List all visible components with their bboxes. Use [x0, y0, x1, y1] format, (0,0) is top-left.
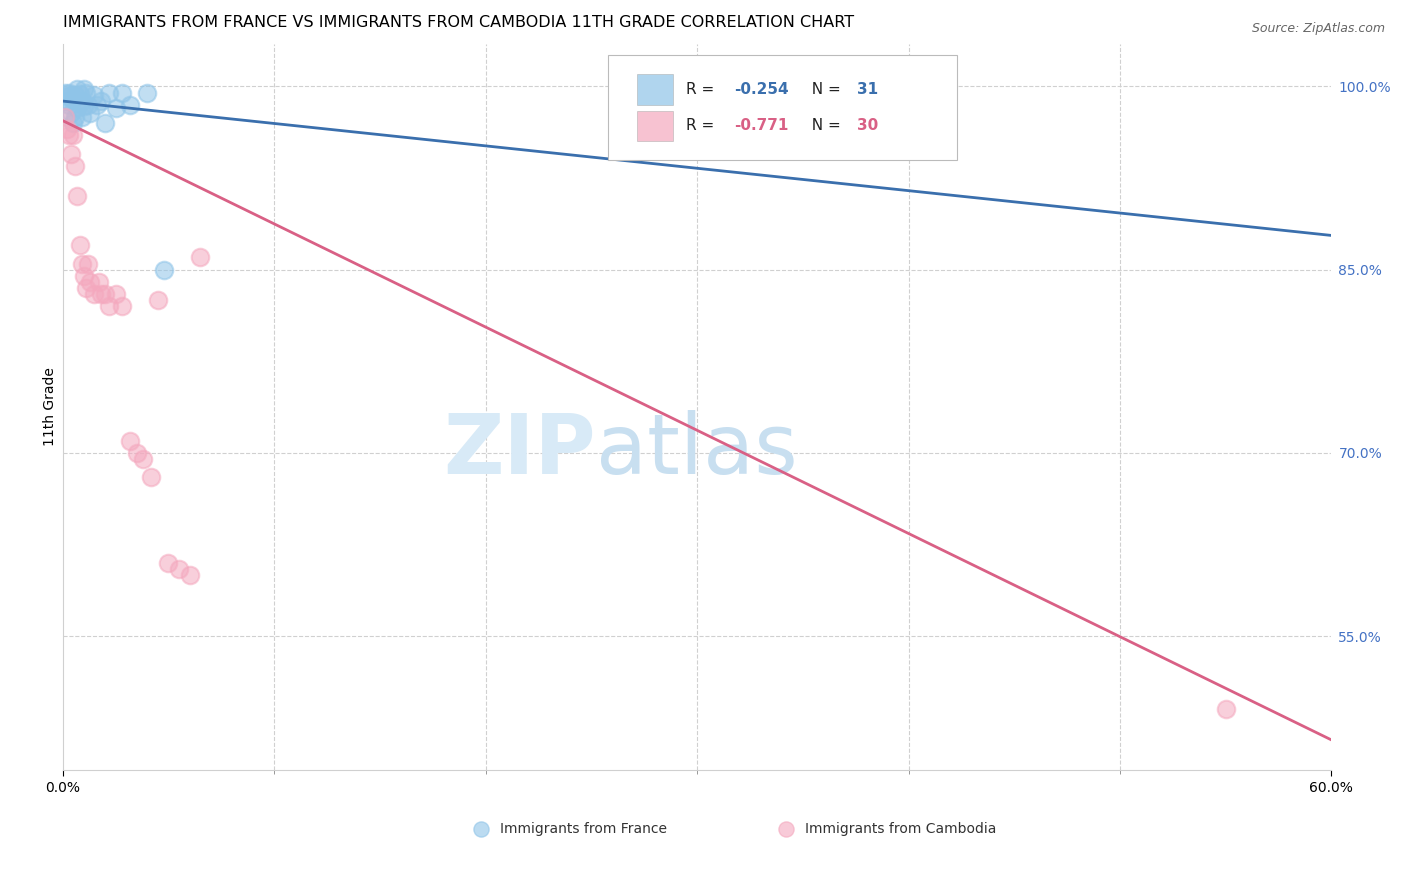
- Point: [62, 92, 84, 106]
- Point: [75, 86, 97, 100]
- Point: [167, 562, 190, 576]
- Point: [66, 189, 89, 203]
- Point: [66, 82, 89, 96]
- Point: [179, 568, 201, 582]
- Point: [60, 146, 83, 161]
- Point: [136, 86, 159, 100]
- Point: [56, 94, 79, 108]
- Point: [70, 256, 93, 270]
- Text: N =: N =: [803, 82, 846, 97]
- Text: IMMIGRANTS FROM FRANCE VS IMMIGRANTS FROM CAMBODIA 11TH GRADE CORRELATION CHART: IMMIGRANTS FROM FRANCE VS IMMIGRANTS FRO…: [63, 15, 853, 30]
- Point: [90, 94, 112, 108]
- Point: [141, 470, 163, 484]
- Point: [83, 87, 105, 102]
- Point: [69, 87, 91, 101]
- Point: [90, 287, 112, 301]
- Point: [77, 97, 100, 112]
- Point: [120, 97, 142, 112]
- Point: [188, 251, 211, 265]
- Point: [83, 287, 105, 301]
- Point: [98, 86, 121, 100]
- Point: [58, 86, 80, 100]
- Text: 31: 31: [856, 82, 877, 97]
- Point: [65, 110, 87, 124]
- Point: [56, 122, 79, 136]
- Point: [157, 556, 180, 570]
- Text: Immigrants from France: Immigrants from France: [501, 822, 668, 836]
- Point: [1215, 702, 1237, 716]
- Point: [94, 116, 117, 130]
- Y-axis label: 11th Grade: 11th Grade: [44, 368, 58, 447]
- Text: Source: ZipAtlas.com: Source: ZipAtlas.com: [1251, 22, 1385, 36]
- Point: [79, 106, 101, 120]
- Text: -0.254: -0.254: [734, 82, 789, 97]
- Text: 30: 30: [856, 119, 879, 133]
- Point: [70, 94, 93, 108]
- Point: [86, 97, 108, 112]
- Point: [53, 86, 76, 100]
- Point: [73, 99, 96, 113]
- Point: [53, 110, 76, 124]
- Point: [120, 434, 142, 448]
- Text: R =: R =: [686, 119, 718, 133]
- Point: [146, 293, 169, 308]
- Point: [58, 128, 80, 143]
- Point: [132, 452, 155, 467]
- FancyBboxPatch shape: [637, 74, 673, 104]
- Point: [87, 275, 110, 289]
- Point: [111, 86, 134, 100]
- Point: [75, 281, 97, 295]
- Text: atlas: atlas: [596, 410, 797, 491]
- Point: [94, 287, 117, 301]
- Point: [104, 287, 127, 301]
- Point: [66, 102, 89, 116]
- Point: [60, 106, 83, 120]
- FancyBboxPatch shape: [609, 54, 957, 160]
- Point: [60, 87, 83, 102]
- Point: [70, 110, 93, 124]
- Point: [56, 89, 79, 103]
- Text: ZIP: ZIP: [443, 410, 596, 491]
- Point: [65, 159, 87, 173]
- Point: [79, 275, 101, 289]
- Point: [58, 97, 80, 112]
- Point: [73, 268, 96, 283]
- Text: -0.771: -0.771: [734, 119, 789, 133]
- Text: Immigrants from Cambodia: Immigrants from Cambodia: [804, 822, 997, 836]
- Point: [104, 102, 127, 116]
- Point: [62, 116, 84, 130]
- Point: [111, 299, 134, 313]
- Point: [62, 128, 84, 143]
- Point: [125, 446, 148, 460]
- FancyBboxPatch shape: [637, 111, 673, 141]
- Text: N =: N =: [803, 119, 846, 133]
- Point: [73, 82, 96, 96]
- Point: [69, 238, 91, 252]
- Point: [153, 262, 176, 277]
- Point: [65, 87, 87, 102]
- Point: [77, 256, 100, 270]
- Point: [98, 299, 121, 313]
- Text: R =: R =: [686, 82, 718, 97]
